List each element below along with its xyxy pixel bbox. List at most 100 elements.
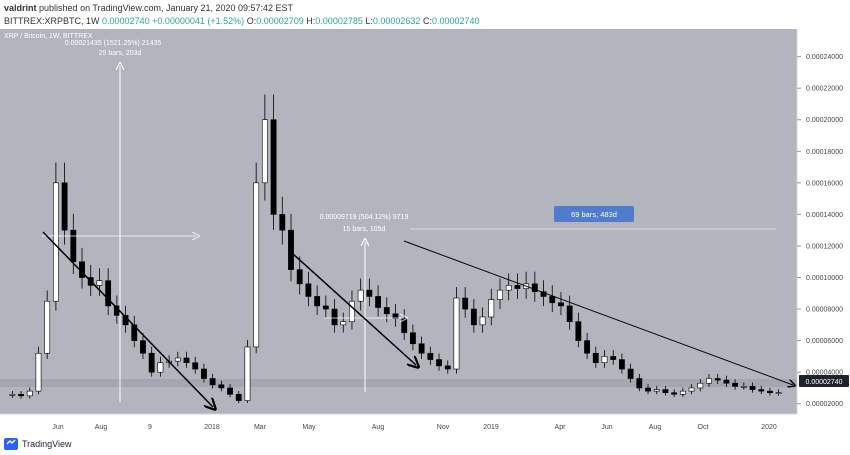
tradingview-brand[interactable]: TradingView bbox=[4, 437, 72, 451]
candle-down bbox=[514, 285, 521, 289]
candle-up bbox=[244, 346, 251, 401]
candle-down bbox=[627, 368, 634, 379]
y-tick-label: 0.00002000 bbox=[806, 401, 843, 408]
support-zone bbox=[0, 379, 797, 387]
price-change: +0.00000041 (+1.52%) bbox=[152, 16, 245, 26]
x-tick-label: Jun bbox=[52, 424, 63, 431]
candle-up bbox=[357, 289, 364, 302]
candle-down bbox=[418, 343, 425, 354]
high-value: 0.00002785 bbox=[315, 16, 363, 26]
candle-down bbox=[436, 359, 442, 367]
candle-down bbox=[444, 365, 451, 370]
candle-up bbox=[35, 352, 42, 392]
candle-down bbox=[270, 119, 277, 215]
series-legend: XRP / Bitcoin, 1W, BITTREX bbox=[4, 33, 93, 40]
candle-up bbox=[679, 390, 686, 395]
published-text: published on TradingView.com, January 21… bbox=[39, 3, 294, 13]
y-tick-label: 0.00018000 bbox=[806, 149, 843, 156]
candle-up bbox=[44, 300, 51, 354]
candle-up bbox=[706, 378, 712, 384]
candle-down bbox=[235, 393, 242, 401]
candle-down bbox=[575, 321, 582, 341]
candle-down bbox=[305, 283, 312, 297]
candle-down bbox=[131, 324, 138, 341]
candle-down bbox=[592, 352, 599, 364]
candle-down bbox=[383, 307, 390, 315]
candle-down bbox=[140, 340, 146, 354]
x-tick-label: Apr bbox=[555, 424, 567, 431]
x-tick-label: 2020 bbox=[761, 424, 777, 431]
candle-down bbox=[645, 387, 651, 392]
x-tick-label: Aug bbox=[649, 424, 662, 431]
candle-down bbox=[618, 359, 625, 370]
measure-2-price-label: 0.00009719 (504.12%) 9719 bbox=[320, 214, 409, 221]
candle-down bbox=[279, 214, 286, 231]
time-axis[interactable] bbox=[0, 414, 850, 435]
x-tick-label: Jun bbox=[601, 424, 612, 431]
candle-down bbox=[584, 340, 590, 354]
candle-down bbox=[183, 357, 190, 364]
x-tick-label: Mar bbox=[254, 424, 267, 431]
candle-down bbox=[296, 269, 303, 285]
y-tick-label: 0.00010000 bbox=[806, 275, 843, 282]
y-tick-labels: 0.00024000 0.00022000 0.00020000 0.00018000… bbox=[797, 54, 843, 408]
candle-down bbox=[70, 229, 77, 263]
trendline-2[interactable] bbox=[291, 252, 416, 365]
candle-down bbox=[148, 352, 155, 373]
measure-1-bars-label: 29 bars, 203d bbox=[99, 50, 142, 57]
candle-up bbox=[349, 300, 355, 322]
candle-up bbox=[740, 386, 747, 388]
candle-down bbox=[758, 389, 765, 392]
candle-down bbox=[314, 296, 321, 307]
candle-down bbox=[209, 378, 216, 386]
candle-down bbox=[18, 393, 24, 397]
candle-down bbox=[61, 182, 68, 231]
x-tick-labels: Jun Aug 9 2018 Mar May Aug Nov 2019 Apr Jun Aug Oct 2… bbox=[52, 424, 777, 431]
candle-down bbox=[714, 378, 721, 381]
candle-down bbox=[549, 296, 556, 304]
low-value: 0.00002632 bbox=[372, 16, 421, 26]
candle-up bbox=[601, 356, 608, 364]
close-value: 0.00002740 bbox=[431, 16, 480, 26]
candle-up bbox=[775, 392, 782, 394]
candle-down bbox=[732, 382, 739, 387]
x-tick-label: 2019 bbox=[483, 424, 499, 431]
candle-up bbox=[174, 357, 181, 362]
candle-down bbox=[331, 308, 338, 326]
candle-down bbox=[322, 305, 329, 310]
x-tick-label: Oct bbox=[698, 424, 709, 431]
y-tick-label: 0.00008000 bbox=[806, 307, 843, 314]
candle-down bbox=[105, 280, 112, 307]
candle-up bbox=[26, 390, 33, 397]
candle-down bbox=[566, 305, 573, 322]
candle-up bbox=[52, 182, 59, 302]
candle-down bbox=[610, 356, 617, 360]
y-tick-label: 0.00022000 bbox=[806, 86, 843, 93]
x-tick-label: Nov bbox=[437, 424, 450, 431]
candle-down bbox=[392, 313, 399, 319]
candle-up bbox=[96, 280, 103, 286]
candle-down bbox=[427, 352, 434, 360]
candle-down bbox=[749, 386, 756, 390]
measure-annotation-1[interactable]: 0.00021435 (1521.25%) 21435 29 bars, 203… bbox=[42, 40, 196, 402]
x-tick-label: 2018 bbox=[204, 424, 220, 431]
candle-down bbox=[366, 289, 373, 297]
y-tick-label: 0.00020000 bbox=[806, 117, 843, 124]
candle-down bbox=[218, 384, 225, 389]
candle-up bbox=[453, 297, 460, 370]
candle-up bbox=[340, 321, 347, 326]
tradingview-logo-icon bbox=[4, 438, 18, 450]
candle-up bbox=[653, 389, 660, 392]
symbol-info-bar: BITTREX:XRPBTC, 1W 0.00002740 +0.0000004… bbox=[4, 16, 480, 26]
trendline-1[interactable] bbox=[42, 231, 213, 407]
y-tick-label: 0.00024000 bbox=[806, 54, 843, 61]
price-axis[interactable] bbox=[797, 29, 850, 414]
x-tick-label: Aug bbox=[372, 424, 385, 431]
trendline-3[interactable] bbox=[403, 240, 793, 385]
last-price: 0.00002740 bbox=[102, 16, 150, 26]
high-label: H: bbox=[306, 16, 316, 26]
date-range-annotation[interactable]: 69 bars, 483d bbox=[410, 206, 776, 230]
date-range-badge bbox=[554, 206, 634, 222]
close-label: C: bbox=[422, 16, 432, 26]
